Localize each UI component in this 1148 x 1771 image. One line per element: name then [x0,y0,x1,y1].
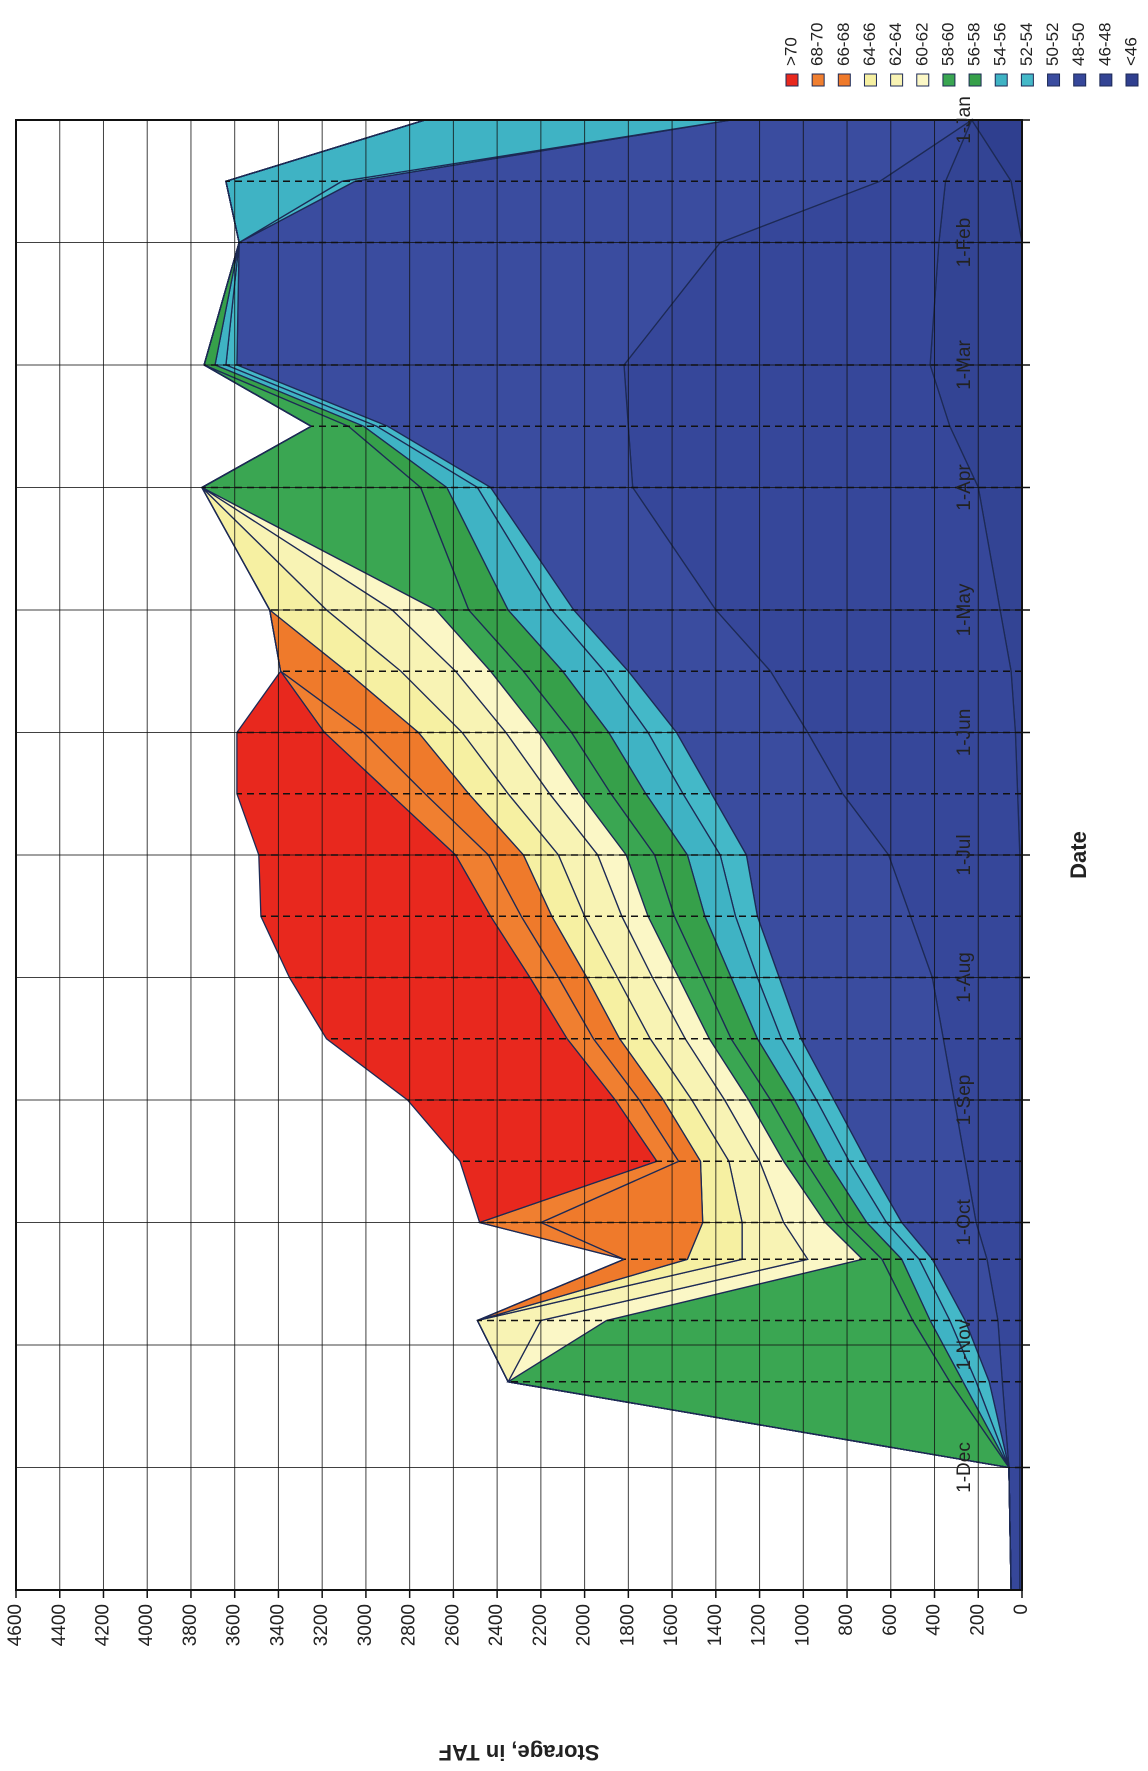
legend-swatch [942,73,956,87]
storage-tick-label: 1000 [792,1604,813,1646]
legend-label: >70 [781,37,800,66]
storage-tick-label: 600 [880,1604,901,1636]
date-tick-label: 1-May [954,583,975,636]
legend-label: 50-52 [1043,23,1062,66]
date-tick-label: 1-Apr [954,464,975,511]
y-axis-ticks: 0 200 400 600 800 1000 1200 1400 1600 1800 2000 220… [5,1590,1032,1646]
legend-label: 48-50 [1069,23,1088,66]
storage-tick-label: 3000 [355,1604,376,1646]
storage-tick-label: 4600 [5,1604,26,1646]
legend-label: 52-54 [1017,23,1036,66]
legend-swatch [1125,73,1139,87]
date-tick-label: 1-Jan [954,96,975,144]
x-axis-ticks: 1-Jan 1-Feb 1-Mar 1-Apr 1-May 1-Jun 1-Jul 1-Aug… [954,96,1030,1493]
legend-label: 54-56 [991,23,1010,66]
date-tick-label: 1-Jun [954,709,975,757]
x-axis-label: Date [1066,831,1091,879]
date-tick-label: 1-Oct [954,1199,975,1246]
legend-swatch [890,73,904,87]
date-tick-label: 1-Aug [954,952,975,1003]
legend-label: 66-68 [834,23,853,66]
legend-swatch [837,73,851,87]
storage-tick-label: 3600 [224,1604,245,1646]
legend-swatch [1020,73,1034,87]
storage-tick-label: 4400 [49,1604,70,1646]
legend-label: 60-62 [912,23,931,66]
storage-tick-label: 0 [1011,1604,1032,1615]
legend-swatch [916,73,930,87]
storage-tick-label: 200 [967,1604,988,1636]
legend-swatch [968,73,982,87]
storage-tick-label: 2400 [486,1604,507,1646]
storage-tick-label: 2000 [574,1604,595,1646]
legend-swatch [785,73,799,87]
storage-tick-label: 3400 [267,1604,288,1646]
legend-label: 62-64 [886,23,905,66]
storage-tick-label: 1400 [705,1604,726,1646]
storage-tick-label: 4000 [136,1604,157,1646]
legend-label: 46-48 [1095,23,1114,66]
storage-tick-label: 1600 [661,1604,682,1646]
legend-label: 58-60 [938,23,957,66]
legend-label: <46 [1121,37,1140,66]
storage-tick-label: 800 [836,1604,857,1636]
date-tick-label: 1-Nov [954,1319,975,1370]
legend-swatch [863,73,877,87]
dashed-date-markers [201,180,1022,1469]
date-tick-label: 1-Mar [954,340,975,390]
date-tick-label: 1-Sep [954,1075,975,1126]
legend-label: 68-70 [808,23,827,66]
legend-label: 56-58 [965,23,984,66]
legend-swatch [811,73,825,87]
storage-tick-label: 3200 [311,1604,332,1646]
storage-tick-label: 1200 [749,1604,770,1646]
legend-label: 64-66 [860,23,879,66]
storage-tick-label: 4200 [92,1604,113,1646]
legend: >70 68-70 66-68 64-66 62-64 60-62 58-60 56-58 54… [781,23,1140,87]
storage-tick-label: 400 [924,1604,945,1636]
legend-swatch [994,73,1008,87]
legend-swatch [1099,73,1113,87]
storage-tick-label: 1800 [617,1604,638,1646]
storage-tick-label: 2200 [530,1604,551,1646]
y-axis-label: Storage, in TAF [439,1740,600,1765]
date-tick-label: 1-Feb [954,218,975,268]
storage-tick-label: 3800 [180,1604,201,1646]
date-tick-label: 1-Dec [954,1442,975,1493]
legend-swatch [1073,73,1087,87]
storage-tick-label: 2600 [442,1604,463,1646]
legend-swatch [1047,73,1061,87]
storage-tick-label: 2800 [399,1604,420,1646]
date-tick-label: 1-Jul [954,834,975,875]
